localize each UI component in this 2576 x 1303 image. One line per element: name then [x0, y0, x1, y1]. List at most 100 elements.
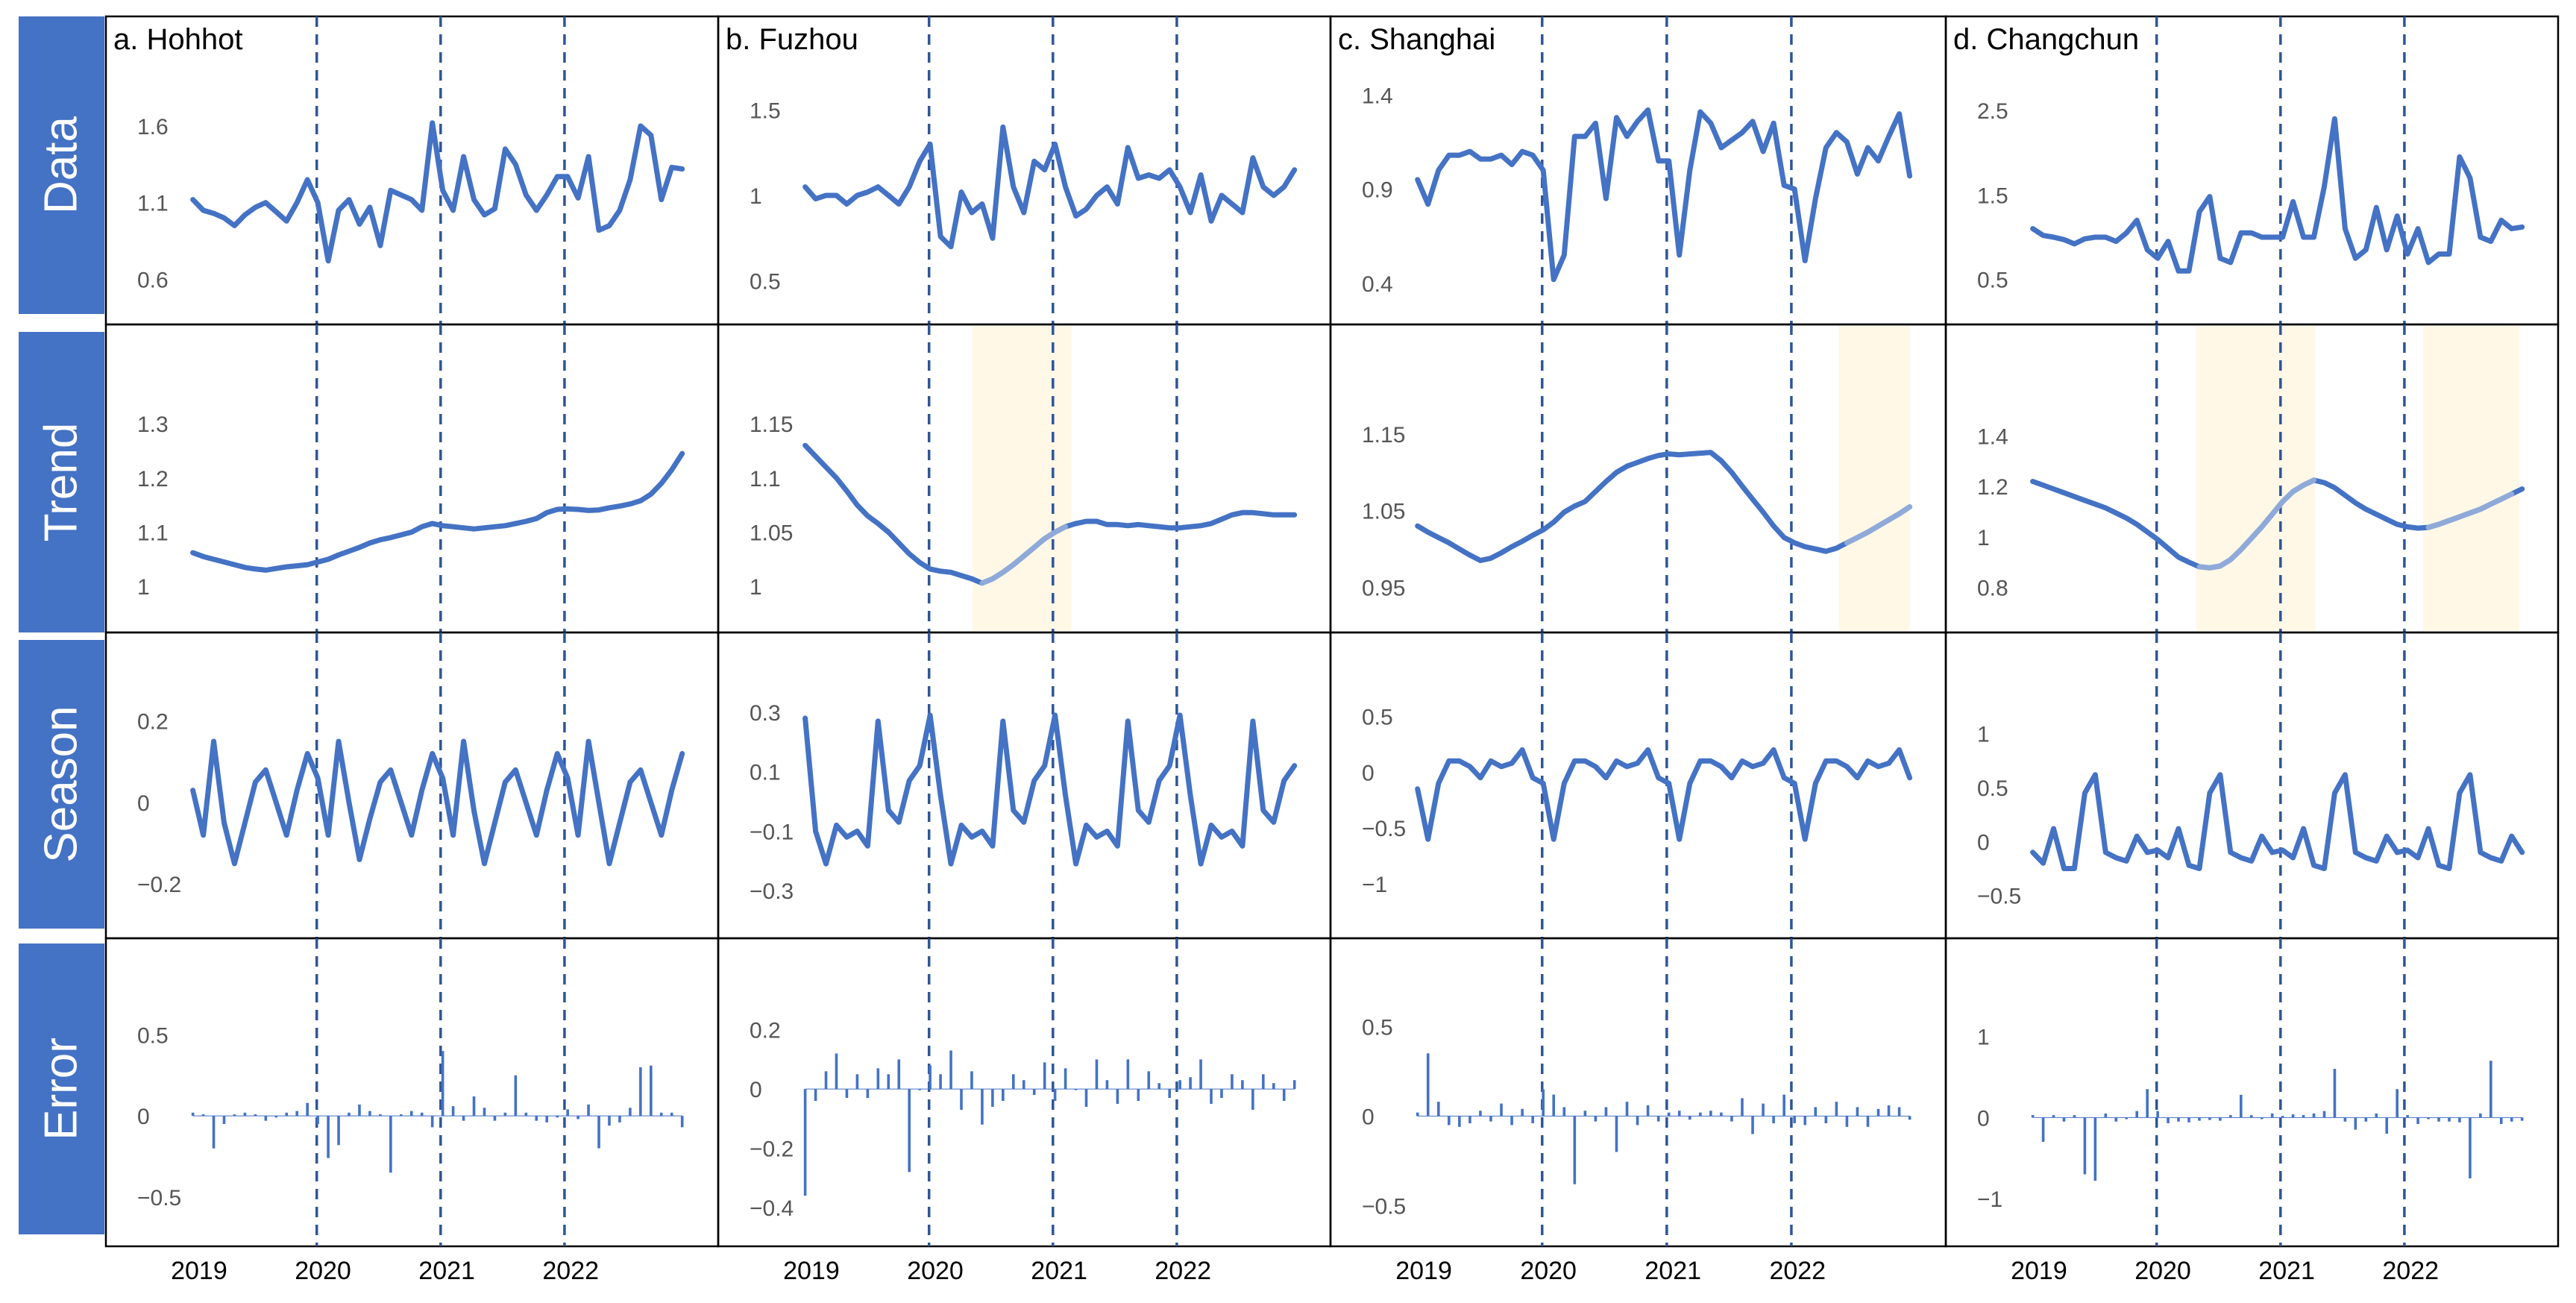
y-tick-label: 1.3	[137, 412, 169, 437]
y-tick-label: 1.15	[1362, 423, 1405, 448]
x-axis-2: 2019 2020 2021 2022	[783, 1257, 1211, 1285]
row-label-error: Error	[19, 944, 104, 1234]
error-bar	[389, 1116, 392, 1173]
error-bar	[1458, 1116, 1461, 1127]
error-bar	[1479, 1111, 1482, 1117]
error-bar	[1615, 1116, 1618, 1152]
y-tick-label: 0.1	[750, 761, 781, 785]
error-bar	[2427, 1117, 2430, 1120]
error-bar	[1908, 1116, 1911, 1120]
error-bar	[2114, 1117, 2118, 1122]
highlight-region	[2196, 326, 2316, 631]
error-bar	[2510, 1117, 2513, 1122]
error-bar	[1876, 1108, 1880, 1117]
error-bar	[2281, 1116, 2284, 1118]
error-bar	[2260, 1117, 2264, 1120]
error-bar	[451, 1106, 455, 1117]
y-tick-label: 0.5	[1362, 1015, 1393, 1040]
error-bar	[949, 1050, 952, 1090]
y-tick-label: 0.5	[1977, 776, 2008, 801]
error-bar	[2333, 1069, 2337, 1118]
panel-title: d. Changchun	[1953, 23, 2139, 56]
error-bar	[908, 1089, 911, 1172]
error-bar	[2416, 1117, 2419, 1125]
error-bar	[1762, 1103, 1765, 1117]
panel-title: a. Hohhot	[113, 23, 242, 56]
error-bar	[970, 1071, 973, 1090]
y-tick-label: 0.4	[1362, 272, 1393, 297]
error-bar	[1625, 1102, 1629, 1117]
error-bar	[2052, 1115, 2055, 1118]
row-label-data: Data	[19, 16, 104, 314]
error-bar	[1231, 1074, 1234, 1090]
error-bar	[1105, 1080, 1109, 1090]
error-bar	[483, 1108, 486, 1117]
y-tick-label: −1	[1362, 873, 1387, 897]
error-bar	[1436, 1102, 1440, 1117]
y-tick-label: 1.4	[1977, 425, 2008, 450]
x-tick-label: 2021	[1031, 1257, 1087, 1285]
error-bar	[1011, 1074, 1015, 1090]
x-axes: 2019 2020 2021 2022 2019 2020 2021 2022 2019 2020…	[171, 1257, 2439, 1285]
x-tick-label: 2020	[907, 1257, 964, 1285]
y-tick-label: −0.5	[1362, 1195, 1406, 1219]
y-tick-label: 0.2	[750, 1019, 781, 1043]
panel-data: 0.5 1.5 2.5 d. Changchun	[1944, 15, 2560, 326]
error-bar	[887, 1074, 890, 1090]
error-bar	[2135, 1111, 2139, 1118]
error-bar	[1220, 1089, 1223, 1099]
error-bar	[379, 1114, 382, 1117]
error-bar	[929, 1065, 932, 1090]
error-bar	[680, 1116, 684, 1128]
error-bar	[2489, 1061, 2492, 1118]
error-bar	[2270, 1113, 2274, 1118]
error-bar	[1814, 1107, 1818, 1117]
y-tick-label: 0.5	[1362, 705, 1393, 729]
series-line	[1415, 450, 1913, 563]
error-bar	[1210, 1089, 1213, 1105]
y-tick-label: −0.2	[137, 873, 181, 897]
error-bar	[2125, 1117, 2129, 1120]
error-bar	[1646, 1105, 1650, 1117]
error-bar	[399, 1114, 403, 1117]
error-bar	[866, 1089, 870, 1099]
error-bar	[348, 1112, 351, 1117]
error-bar	[1116, 1089, 1119, 1105]
error-bar	[918, 1089, 921, 1090]
x-axis-4: 2019 2020 2021 2022	[2011, 1257, 2439, 1285]
row-label-box	[19, 332, 104, 632]
error-bar	[191, 1112, 195, 1117]
error-bar	[1084, 1089, 1088, 1107]
error-bar	[2385, 1117, 2389, 1134]
error-bar	[556, 1116, 559, 1118]
x-axis-3: 2019 2020 2021 2022	[1395, 1257, 1826, 1285]
highlight-region	[1838, 326, 1910, 631]
y-tick-label: 1.15	[750, 412, 793, 437]
error-bar	[845, 1089, 849, 1099]
error-bar	[1583, 1111, 1587, 1117]
error-bar	[1845, 1116, 1849, 1127]
series-line	[1415, 747, 1913, 842]
error-bar	[368, 1111, 371, 1117]
error-bar	[1531, 1116, 1534, 1124]
error-bar	[1468, 1116, 1471, 1124]
error-bar	[212, 1116, 216, 1149]
y-tick-label: 1.2	[1977, 475, 2008, 500]
error-bar	[2520, 1117, 2524, 1121]
y-tick-label: 2.5	[1977, 99, 2008, 124]
y-tick-label: 1.1	[750, 467, 781, 492]
y-tick-label: 0.9	[1362, 178, 1393, 203]
error-bar	[1147, 1071, 1151, 1090]
error-bar	[535, 1116, 538, 1121]
error-bar	[1189, 1077, 1192, 1090]
panel-trend: 1 1.05 1.1 1.15	[717, 323, 1332, 634]
y-tick-label: 0.3	[750, 701, 781, 726]
y-tick-label: −0.2	[750, 1137, 794, 1162]
error-bar	[358, 1104, 361, 1117]
city-column-4: 0.5 1.5 2.5 d. Changchun 0.8 1 1.2 1.4 −0.5 0 0.5 1…	[1944, 15, 2560, 1248]
panel-title: b. Fuzhou	[726, 23, 858, 56]
series-line	[802, 124, 1298, 250]
series-line	[2030, 772, 2525, 871]
series-line	[190, 120, 685, 264]
y-tick-label: −0.5	[137, 1186, 181, 1211]
